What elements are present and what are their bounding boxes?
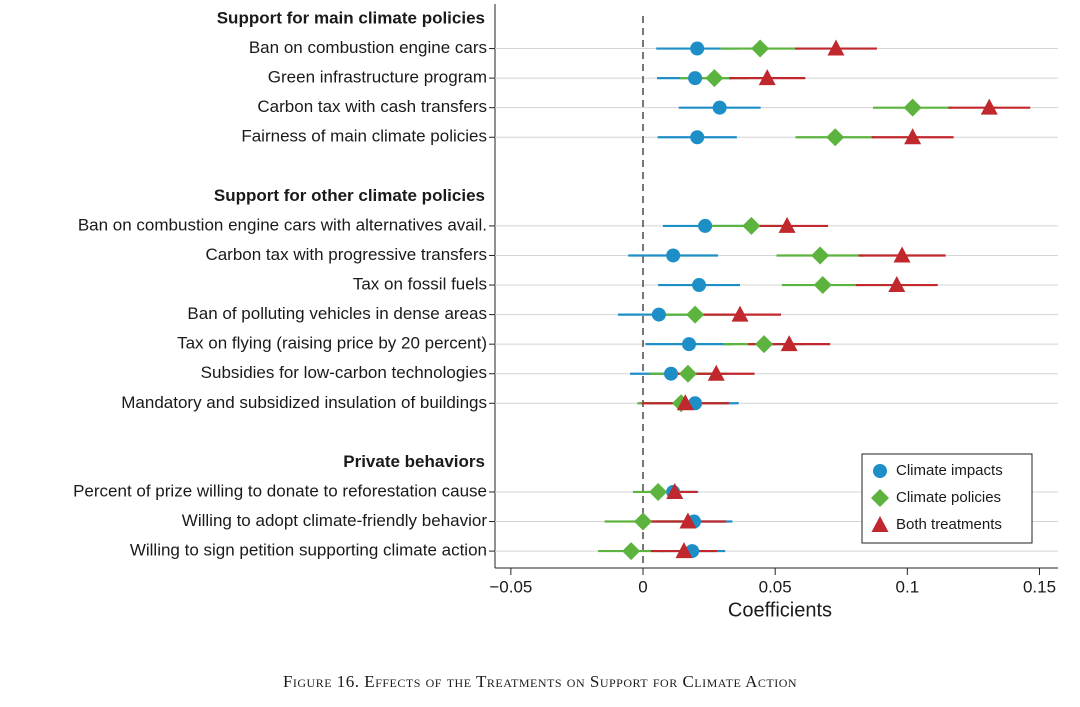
y-tick-label: Percent of prize willing to donate to re…	[73, 481, 487, 500]
point	[980, 98, 998, 115]
y-tick-label: Ban of polluting vehicles in dense areas	[187, 304, 487, 323]
group-header: Support for main climate policies	[217, 8, 485, 27]
x-axis-title: Coefficients	[728, 599, 832, 621]
x-tick-label: −0.05	[489, 577, 532, 596]
point	[651, 307, 666, 322]
point	[780, 335, 798, 352]
y-tick-label: Tax on flying (raising price by 20 perce…	[177, 334, 487, 353]
legend-marker	[871, 489, 889, 507]
x-tick-label: 0.05	[759, 577, 792, 596]
x-tick-label: 0.1	[896, 577, 920, 596]
y-tick-label: Carbon tax with cash transfers	[257, 97, 487, 116]
caption: Figure 16. Effects of the Treatments on …	[283, 672, 797, 691]
y-tick-label: Carbon tax with progressive transfers	[205, 245, 487, 264]
y-tick-label: Ban on combustion engine cars with alter…	[78, 215, 487, 234]
point	[811, 246, 830, 265]
y-tick-label: Ban on combustion engine cars	[249, 38, 487, 57]
point	[634, 512, 653, 531]
point	[692, 278, 707, 293]
point	[827, 39, 845, 56]
point	[903, 98, 922, 117]
y-tick-label: Willing to adopt climate-friendly behavi…	[182, 511, 488, 530]
point	[813, 276, 832, 295]
legend-marker	[873, 464, 887, 478]
legend-label: Climate impacts	[896, 462, 1003, 479]
point	[731, 305, 749, 322]
point	[698, 218, 713, 233]
group-header: Support for other climate policies	[214, 186, 485, 205]
y-tick-label: Subsidies for low-carbon technologies	[201, 363, 487, 382]
point	[707, 364, 725, 381]
point	[664, 366, 679, 381]
point	[678, 364, 697, 383]
point	[690, 41, 705, 56]
point	[679, 512, 697, 529]
point	[778, 216, 796, 233]
point	[755, 335, 774, 354]
point	[904, 128, 922, 145]
y-tick-label: Tax on fossil fuels	[353, 275, 487, 294]
point	[682, 337, 697, 352]
legend-box	[861, 453, 1033, 544]
point	[893, 246, 911, 263]
legend-marker	[871, 516, 889, 532]
point	[751, 39, 770, 58]
point	[675, 542, 693, 559]
x-tick-label: 0.15	[1023, 577, 1056, 596]
point	[666, 482, 684, 499]
legend-label: Both treatments	[896, 516, 1002, 533]
point	[688, 71, 703, 86]
legend-label: Climate policies	[896, 489, 1001, 506]
point	[742, 216, 761, 235]
x-tick-label: 0	[638, 577, 647, 596]
point	[888, 276, 906, 293]
y-tick-label: Mandatory and subsidized insulation of b…	[121, 393, 487, 412]
point	[705, 69, 724, 88]
point	[649, 482, 668, 501]
point	[622, 542, 641, 561]
point	[826, 128, 845, 147]
point	[712, 100, 727, 115]
y-tick-label: Green infrastructure program	[268, 68, 487, 87]
point	[758, 69, 776, 86]
point	[676, 394, 694, 411]
group-header: Private behaviors	[343, 452, 485, 471]
point	[666, 248, 681, 263]
point	[690, 130, 705, 145]
y-tick-label: Fairness of main climate policies	[241, 127, 487, 146]
point	[686, 305, 705, 324]
y-tick-label: Willing to sign petition supporting clim…	[130, 541, 487, 560]
